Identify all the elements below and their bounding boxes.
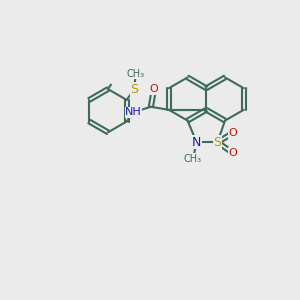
Text: S: S bbox=[214, 136, 221, 149]
Text: S: S bbox=[130, 83, 138, 96]
Text: O: O bbox=[149, 84, 158, 94]
Text: O: O bbox=[228, 128, 237, 138]
Text: N: N bbox=[192, 136, 201, 149]
Text: O: O bbox=[228, 148, 237, 158]
Text: CH₃: CH₃ bbox=[127, 69, 145, 79]
Text: CH₃: CH₃ bbox=[184, 154, 202, 164]
Text: NH: NH bbox=[125, 107, 142, 117]
